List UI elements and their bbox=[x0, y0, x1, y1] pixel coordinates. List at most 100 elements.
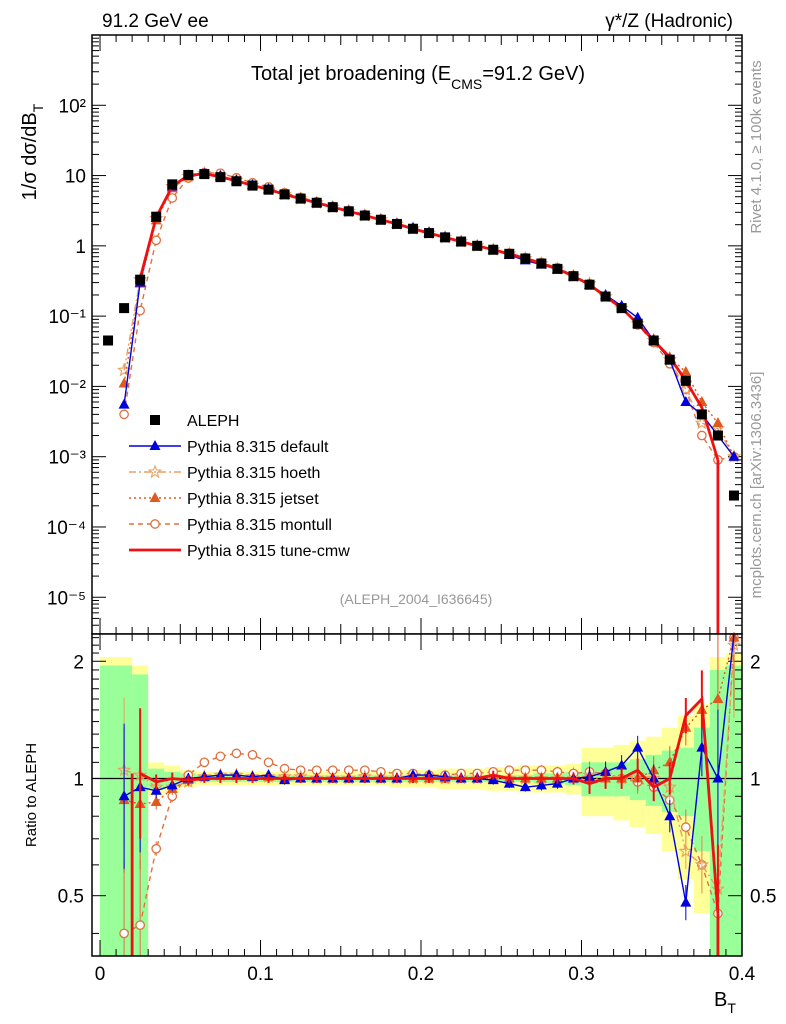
main-y-tick-label: 10² bbox=[59, 96, 86, 117]
main-point-data bbox=[279, 189, 290, 200]
main-point-default bbox=[680, 395, 692, 406]
main-point-data bbox=[648, 335, 659, 346]
ratio-band-inner bbox=[677, 747, 694, 817]
x-axis-label-subscript: T bbox=[727, 1000, 736, 1016]
main-y-tick-label: 1 bbox=[75, 237, 86, 258]
main-axis-ticks bbox=[92, 34, 743, 635]
legend-marker-jetset bbox=[149, 492, 161, 502]
main-point-default bbox=[728, 450, 740, 461]
main-point-data bbox=[424, 228, 435, 239]
x-tick-label: 0.3 bbox=[568, 964, 594, 985]
main-y-axis-label: 1/σ dσ/dBT bbox=[19, 103, 46, 200]
main-point-data bbox=[520, 253, 531, 264]
main-point-data bbox=[552, 263, 563, 274]
main-point-data bbox=[504, 248, 515, 259]
plot-title-end: =91.2 GeV) bbox=[482, 63, 585, 85]
main-plot-background bbox=[92, 35, 742, 634]
header-left: 91.2 GeV ee bbox=[102, 11, 209, 32]
main-point-data bbox=[151, 211, 162, 222]
main-point-data bbox=[456, 236, 467, 247]
ratio-band-inner bbox=[100, 665, 117, 956]
main-point-data bbox=[536, 258, 547, 269]
ratio-point-default bbox=[150, 784, 162, 795]
main-point-jetset bbox=[680, 366, 692, 377]
main-point-data bbox=[183, 169, 194, 180]
legend-marker-data bbox=[150, 415, 160, 425]
legend-label-cmw: Pythia 8.315 tune-cmw bbox=[187, 543, 350, 560]
main-y-tick-label: 10 bbox=[65, 167, 86, 188]
plot-title-main: Total jet broadening (E bbox=[251, 63, 451, 85]
x-tick-label: 0.1 bbox=[247, 964, 273, 985]
x-tick-label: 0.2 bbox=[408, 964, 434, 985]
main-point-data bbox=[584, 279, 595, 290]
ratio-panel: 0.5 0.51 12 2 0 0.1 0.2 0.3 0.4 Ratio to ALEPH … bbox=[23, 631, 777, 1016]
ratio-point-jetset bbox=[150, 796, 162, 807]
ratio-point-default bbox=[680, 896, 692, 907]
ratio-point-montull bbox=[151, 843, 162, 854]
ratio-y-tick-label-left: 0.5 bbox=[58, 887, 84, 908]
main-point-data bbox=[119, 303, 130, 314]
x-axis-label-main: B bbox=[714, 989, 727, 1011]
x-tick-label: 0.4 bbox=[729, 964, 756, 985]
main-y-tick-label: 10⁻² bbox=[49, 377, 87, 398]
main-point-data bbox=[407, 223, 418, 234]
main-point-data bbox=[632, 318, 643, 329]
mcplots-reference-text: mcplots.cern.ch [arXiv:1306.3436] bbox=[748, 372, 765, 599]
ratio-point-montull bbox=[231, 748, 242, 759]
ratio-y-tick-labels: 0.5 0.5 1 1 2 2 bbox=[58, 652, 777, 907]
ratio-band-inner bbox=[725, 665, 742, 956]
main-y-tick-label: 10⁻⁴ bbox=[47, 518, 86, 539]
main-series-layer bbox=[103, 166, 742, 634]
ratio-y-tick-label-right: 2 bbox=[750, 652, 761, 673]
main-point-data bbox=[167, 179, 178, 190]
main-point-data bbox=[343, 206, 354, 217]
main-point-data bbox=[231, 176, 242, 187]
legend-label-jetset: Pythia 8.315 jetset bbox=[187, 491, 319, 508]
x-axis-label: BT bbox=[714, 989, 736, 1016]
ratio-point-default bbox=[519, 781, 531, 792]
main-point-data bbox=[488, 244, 499, 255]
ratio-point-montull bbox=[135, 920, 145, 931]
ratio-point-montull bbox=[119, 928, 129, 939]
main-point-data bbox=[616, 303, 627, 314]
main-point-data bbox=[391, 218, 402, 229]
main-point-montull bbox=[697, 430, 707, 441]
main-point-data bbox=[103, 335, 114, 346]
ratio-point-hoeth bbox=[694, 857, 710, 871]
main-y-axis-label-subscript: T bbox=[30, 103, 46, 112]
ratio-point-default bbox=[616, 759, 628, 770]
main-point-montull bbox=[119, 409, 129, 420]
main-y-axis-label-main: 1/σ dσ/dB bbox=[19, 112, 41, 200]
main-y-tick-label: 10⁻⁵ bbox=[47, 588, 86, 609]
legend-marker-montull bbox=[150, 519, 160, 529]
rivet-version-text: Rivet 4.1.0, ≥ 100k events bbox=[748, 60, 765, 233]
main-point-data bbox=[135, 274, 146, 285]
main-point-data bbox=[215, 172, 226, 183]
main-y-tick-labels: 10⁻⁵ 10⁻⁴ 10⁻³ 10⁻² 10⁻¹ 1 10 10² bbox=[47, 96, 86, 609]
main-point-default bbox=[118, 398, 130, 409]
main-point-data bbox=[199, 169, 210, 180]
main-point-data bbox=[295, 193, 306, 204]
ratio-y-tick-label-left: 1 bbox=[73, 769, 84, 790]
ratio-series-layer bbox=[116, 631, 742, 956]
ratio-y-axis-label: Ratio to ALEPH bbox=[23, 743, 40, 847]
plot-title: Total jet broadening (ECMS=91.2 GeV) bbox=[251, 63, 585, 92]
main-point-data bbox=[327, 202, 338, 213]
main-point-data bbox=[263, 184, 274, 195]
main-point-data bbox=[728, 490, 739, 501]
main-point-data bbox=[375, 214, 386, 225]
analysis-tag: (ALEPH_2004_I636645) bbox=[340, 591, 493, 607]
ratio-point-jetset bbox=[712, 693, 724, 704]
main-point-data bbox=[680, 375, 691, 386]
main-point-data bbox=[247, 180, 258, 191]
legend-marker-hoeth bbox=[147, 464, 163, 479]
ratio-y-tick-label-right: 0.5 bbox=[750, 887, 776, 908]
main-y-tick-label: 10⁻³ bbox=[49, 448, 87, 469]
ratio-point-default bbox=[535, 779, 547, 790]
main-point-data bbox=[696, 409, 707, 420]
main-point-data bbox=[440, 232, 451, 243]
ratio-point-default bbox=[664, 810, 676, 821]
header-right: γ*/Z (Hadronic) bbox=[605, 11, 733, 32]
main-panel: 10⁻⁵ 10⁻⁴ 10⁻³ 10⁻² 10⁻¹ 1 10 10² Total jet bro… bbox=[19, 34, 743, 635]
